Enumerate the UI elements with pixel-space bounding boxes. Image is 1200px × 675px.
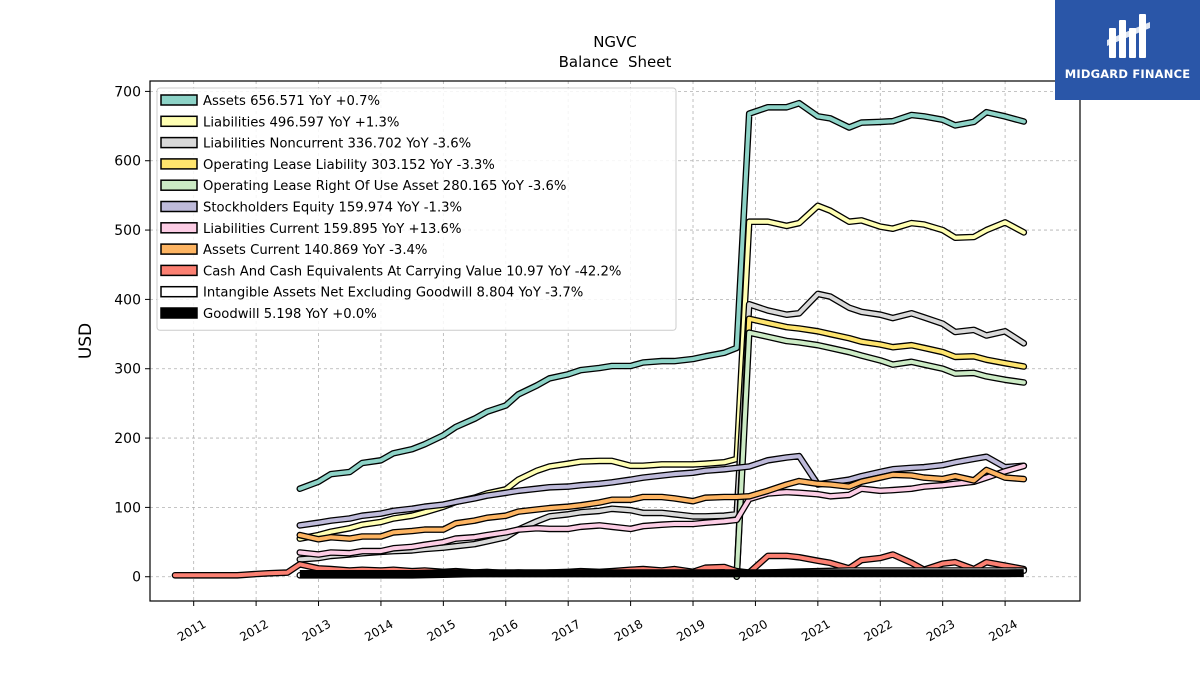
legend-label: Operating Lease Liability 303.152 YoY -3… [203,158,495,173]
legend-swatch [160,179,198,191]
y-axis: 0 100 200 300 400 500 600 700 [114,84,150,586]
legend-swatch [160,222,198,234]
brand-mark-icon [1107,14,1150,58]
series-operating-lease-right-of-use-asset [733,329,1028,580]
legend-swatch [160,243,198,255]
legend-box [156,87,677,331]
legend-entry: Operating Lease Liability 303.152 YoY -3… [160,158,495,173]
legend-entry: Goodwill 5.198 YoY +0.0% [160,307,377,322]
x-tick-label: 2024 [986,617,1019,644]
legend-entry: Assets 656.571 YoY +0.7% [160,94,380,109]
series-liabilities-current [296,462,1028,558]
series-goodwill [299,569,1024,578]
legend-swatch [160,94,198,106]
legend-swatch [160,115,198,128]
series-line [297,468,1026,542]
series-line [299,569,1024,578]
series-liabilities-noncurrent [296,290,1028,563]
y-tick-label: 700 [114,84,141,100]
legend: Assets 656.571 YoY +0.7% Liabilities 496.… [156,87,677,331]
legend-entry: Stockholders Equity 159.974 YoY -1.3% [160,200,462,216]
legend-label: Liabilities 496.597 YoY +1.3% [203,115,399,130]
x-tick-label: 2017 [549,617,582,644]
series-outline [296,466,1028,543]
series-line [297,454,1026,528]
legend-label: Assets Current 140.869 YoY -3.4% [203,243,427,258]
legend-entry: Intangible Assets Net Excluding Goodwill… [160,285,583,301]
legend-swatch [160,200,198,213]
x-tick-label: 2014 [362,617,395,644]
legend-swatch [160,307,198,319]
series-line [297,463,1026,557]
legend-swatch [160,136,198,149]
y-tick-label: 500 [114,223,141,239]
plot-frame [149,80,1081,602]
y-tick-label: 0 [132,570,141,586]
x-tick-label: 2011 [175,617,208,644]
series-line [297,291,1026,562]
x-tick-label: 2015 [425,617,458,644]
legend-swatch [160,158,198,170]
legend-label: Goodwill 5.198 YoY +0.0% [203,307,377,322]
x-tick-label: 2016 [487,617,520,644]
legend-entry: Liabilities 496.597 YoY +1.3% [160,115,399,130]
series-stockholders-equity [296,452,1028,529]
legend-entry: Liabilities Current 159.895 YoY +13.6% [160,222,461,237]
series-liabilities [296,202,1028,542]
x-tick-label: 2021 [799,617,832,644]
series-layer [171,99,1028,580]
x-axis: 2011 2012 2013 2014 2015 2016 2017 2018 2019 2020… [175,601,1020,644]
legend-entry: Liabilities Noncurrent 336.702 YoY -3.6% [160,136,471,152]
y-tick-label: 400 [114,292,141,308]
y-tick-label: 300 [114,362,141,378]
legend-label: Assets 656.571 YoY +0.7% [203,94,380,109]
brand-logo: MIDGARD FINANCE [1055,0,1200,100]
x-tick-label: 2018 [612,617,645,644]
x-tick-label: 2013 [300,617,333,644]
x-tick-label: 2020 [737,617,770,644]
series-line [734,316,1026,579]
series-operating-lease-liability [733,315,1028,580]
chart-title: NGVC [593,33,637,51]
legend-swatch [160,264,198,277]
legend-label: Liabilities Noncurrent 336.702 YoY -3.6% [203,137,471,152]
series-assets [296,99,1028,492]
legend-entry: Assets Current 140.869 YoY -3.4% [160,243,427,258]
legend-swatch [160,285,198,298]
legend-label: Operating Lease Right Of Use Asset 280.1… [203,179,566,194]
series-line [297,203,1026,541]
legend-label: Cash And Cash Equivalents At Carrying Va… [203,264,621,279]
x-tick-label: 2012 [237,617,270,644]
series-assets-current [296,466,1028,543]
series-line [734,330,1026,579]
legend-entry: Operating Lease Right Of Use Asset 280.1… [160,179,566,194]
y-tick-label: 600 [114,154,141,170]
y-tick-label: 100 [114,500,141,516]
legend-label: Intangible Assets Net Excluding Goodwill… [203,286,583,301]
chart-subtitle: Balance Sheet [559,53,672,71]
legend-label: Liabilities Current 159.895 YoY +13.6% [203,222,461,237]
legend-label: Stockholders Equity 159.974 YoY -1.3% [203,201,462,216]
x-tick-label: 2022 [862,617,895,644]
legend-entry: Cash And Cash Equivalents At Carrying Va… [160,264,621,279]
y-axis-label: USD [76,323,96,359]
x-tick-label: 2023 [924,617,957,644]
y-tick-label: 200 [114,431,141,447]
series-line [297,101,1026,491]
brand-name: MIDGARD FINANCE [1064,67,1191,81]
x-tick-label: 2019 [674,617,707,644]
